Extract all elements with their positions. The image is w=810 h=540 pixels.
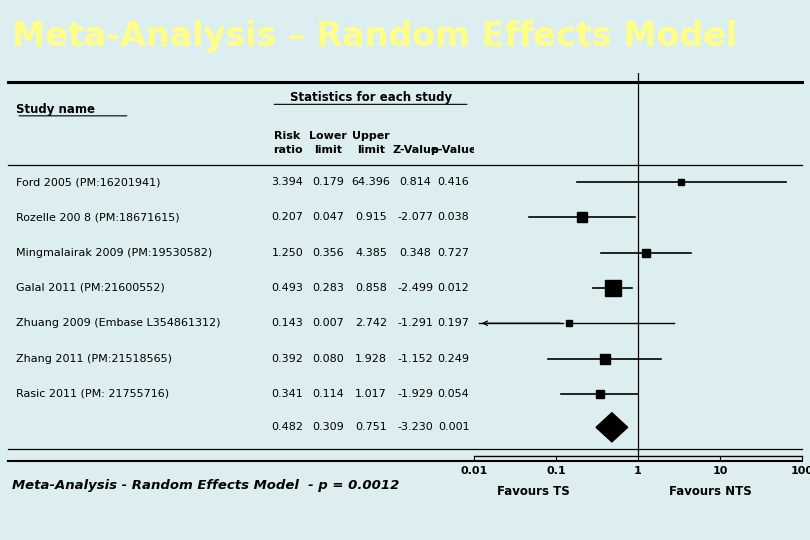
Text: -1.152: -1.152 [398, 354, 433, 363]
Text: 2.742: 2.742 [355, 318, 387, 328]
Text: -2.077: -2.077 [398, 212, 433, 222]
Text: 1.928: 1.928 [355, 354, 387, 363]
Text: 0.114: 0.114 [312, 389, 344, 399]
Text: 0.348: 0.348 [399, 248, 432, 258]
Text: 64.396: 64.396 [352, 177, 390, 187]
Text: Favours NTS: Favours NTS [669, 485, 752, 498]
Text: 0.814: 0.814 [399, 177, 432, 187]
Text: Risk: Risk [275, 131, 301, 141]
Text: 0.001: 0.001 [437, 422, 470, 433]
Text: 0.207: 0.207 [271, 212, 304, 222]
Text: 0.493: 0.493 [271, 283, 304, 293]
Text: Study name: Study name [16, 103, 96, 116]
Text: ratio: ratio [273, 145, 302, 154]
Text: Meta-Analysis - Random Effects Model  - p = 0.0012: Meta-Analysis - Random Effects Model - p… [12, 480, 399, 492]
Text: Z-Value: Z-Value [392, 145, 439, 154]
Text: 0.416: 0.416 [437, 177, 470, 187]
Text: Ford 2005 (PM:16201941): Ford 2005 (PM:16201941) [16, 177, 160, 187]
Text: 0.012: 0.012 [437, 283, 470, 293]
Text: 0.054: 0.054 [437, 389, 470, 399]
Polygon shape [596, 413, 628, 442]
Text: 0.392: 0.392 [271, 354, 304, 363]
Text: limit: limit [357, 145, 385, 154]
Text: 0.858: 0.858 [355, 283, 387, 293]
Text: -1.929: -1.929 [398, 389, 433, 399]
Text: Upper: Upper [352, 131, 390, 141]
Text: 0.283: 0.283 [312, 283, 344, 293]
Text: -2.499: -2.499 [398, 283, 433, 293]
Text: -3.230: -3.230 [398, 422, 433, 433]
Text: -1.291: -1.291 [398, 318, 433, 328]
Text: Mingmalairak 2009 (PM:19530582): Mingmalairak 2009 (PM:19530582) [16, 248, 212, 258]
Text: 1.250: 1.250 [271, 248, 304, 258]
Text: 0.727: 0.727 [437, 248, 470, 258]
Text: 0.179: 0.179 [312, 177, 344, 187]
Text: Lower: Lower [309, 131, 347, 141]
Text: Rozelle 200 8 (PM:18671615): Rozelle 200 8 (PM:18671615) [16, 212, 180, 222]
Text: Meta-Analysis – Random Effects Model: Meta-Analysis – Random Effects Model [12, 20, 737, 53]
Text: 0.007: 0.007 [312, 318, 344, 328]
Text: 0.482: 0.482 [271, 422, 304, 433]
Text: 0.751: 0.751 [355, 422, 387, 433]
Text: 0.080: 0.080 [312, 354, 344, 363]
Text: Statistics for each study: Statistics for each study [289, 91, 452, 104]
Text: 1.017: 1.017 [355, 389, 387, 399]
Text: 0.197: 0.197 [437, 318, 470, 328]
Text: 0.143: 0.143 [271, 318, 304, 328]
Text: Zhang 2011 (PM:21518565): Zhang 2011 (PM:21518565) [16, 354, 173, 363]
Text: 3.394: 3.394 [271, 177, 304, 187]
Text: Zhuang 2009 (Embase L354861312): Zhuang 2009 (Embase L354861312) [16, 318, 220, 328]
Text: Risk ratio and 95% CI: Risk ratio and 95% CI [571, 103, 713, 116]
Text: 0.038: 0.038 [437, 212, 470, 222]
Text: 0.309: 0.309 [312, 422, 344, 433]
Text: Galal 2011 (PM:21600552): Galal 2011 (PM:21600552) [16, 283, 165, 293]
Text: 0.249: 0.249 [437, 354, 470, 363]
Text: Rasic 2011 (PM: 21755716): Rasic 2011 (PM: 21755716) [16, 389, 169, 399]
Text: limit: limit [314, 145, 342, 154]
Text: 0.356: 0.356 [312, 248, 344, 258]
Text: p-Value: p-Value [430, 145, 477, 154]
Text: 0.915: 0.915 [355, 212, 387, 222]
Text: 0.341: 0.341 [271, 389, 304, 399]
Text: Favours TS: Favours TS [497, 485, 569, 498]
Text: 4.385: 4.385 [355, 248, 387, 258]
Text: 0.047: 0.047 [312, 212, 344, 222]
